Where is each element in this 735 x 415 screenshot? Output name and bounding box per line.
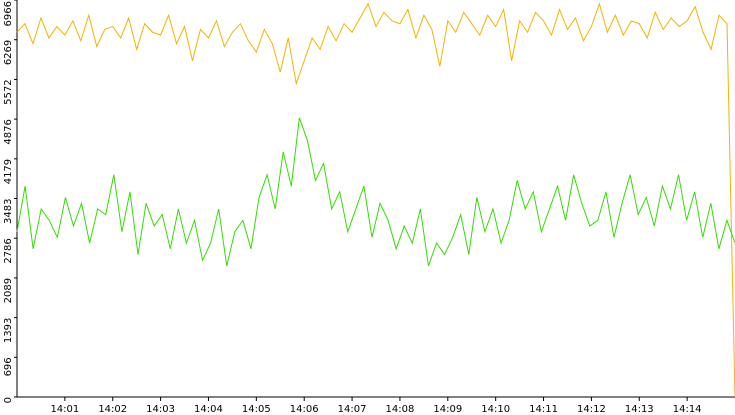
x-tick-label: 14:04	[194, 404, 223, 415]
y-tick-label: 4179	[3, 159, 14, 184]
y-tick-label: 6269	[3, 40, 14, 65]
x-tick-label: 14:07	[338, 404, 367, 415]
x-tick-label: 14:03	[146, 404, 175, 415]
x-tick-label: 14:13	[625, 404, 654, 415]
x-tick-label: 14:02	[98, 404, 127, 415]
x-tick-label: 14:05	[242, 404, 271, 415]
y-tick-label: 5572	[3, 79, 14, 104]
y-tick-label: 3483	[3, 199, 14, 224]
y-tick-label: 2786	[3, 238, 14, 263]
x-tick-label: 14:08	[386, 404, 415, 415]
x-tick-label: 14:14	[673, 404, 702, 415]
x-tick-label: 14:11	[529, 404, 558, 415]
y-tick-label: 6966	[3, 1, 14, 26]
series-line	[16, 2, 735, 398]
y-tick-label: 2089	[3, 278, 14, 303]
series-line	[16, 117, 735, 267]
y-tick-label: 0	[3, 397, 14, 403]
y-tick-label: 4876	[3, 119, 14, 144]
x-tick-label: 14:06	[290, 404, 319, 415]
x-tick-label: 14:10	[481, 404, 510, 415]
x-tick-label: 14:01	[50, 404, 79, 415]
y-tick-label: 696	[3, 357, 14, 376]
y-tick-label: 1393	[3, 318, 14, 343]
x-tick-label: 14:12	[577, 404, 606, 415]
x-tick-label: 14:09	[433, 404, 462, 415]
